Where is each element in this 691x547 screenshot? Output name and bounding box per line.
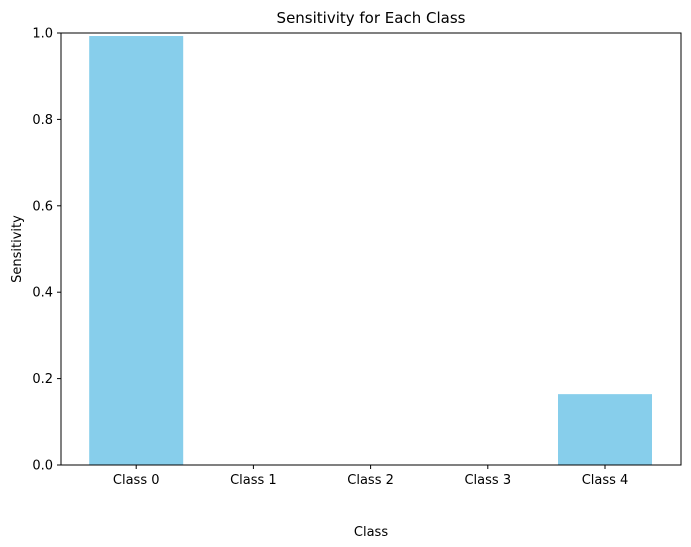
x-tick-label: Class 0 xyxy=(113,473,160,488)
x-tick-label: Class 4 xyxy=(582,473,629,488)
x-axis-label: Class xyxy=(354,525,388,540)
x-tick-label: Class 3 xyxy=(464,473,511,488)
chart-title: Sensitivity for Each Class xyxy=(277,9,466,27)
bars-layer xyxy=(89,36,652,466)
x-tick-label: Class 2 xyxy=(347,473,394,488)
y-tick-label: 0.4 xyxy=(32,286,53,301)
y-tick-label: 1.0 xyxy=(32,27,53,42)
y-tick-label: 0.2 xyxy=(32,372,53,387)
bar-class-0 xyxy=(89,36,184,466)
y-tick-label: 0.6 xyxy=(32,199,53,214)
y-tick-label: 0.0 xyxy=(32,459,53,474)
x-tick-label: Class 1 xyxy=(230,473,277,488)
y-axis-label: Sensitivity xyxy=(10,215,25,283)
y-axis: 0.0 0.2 0.4 0.6 0.8 1.0 xyxy=(32,27,61,474)
bar-class-4 xyxy=(558,394,652,465)
y-tick-label: 0.8 xyxy=(32,113,53,128)
x-axis: Class 0 Class 1 Class 2 Class 3 Class 4 xyxy=(113,465,628,488)
